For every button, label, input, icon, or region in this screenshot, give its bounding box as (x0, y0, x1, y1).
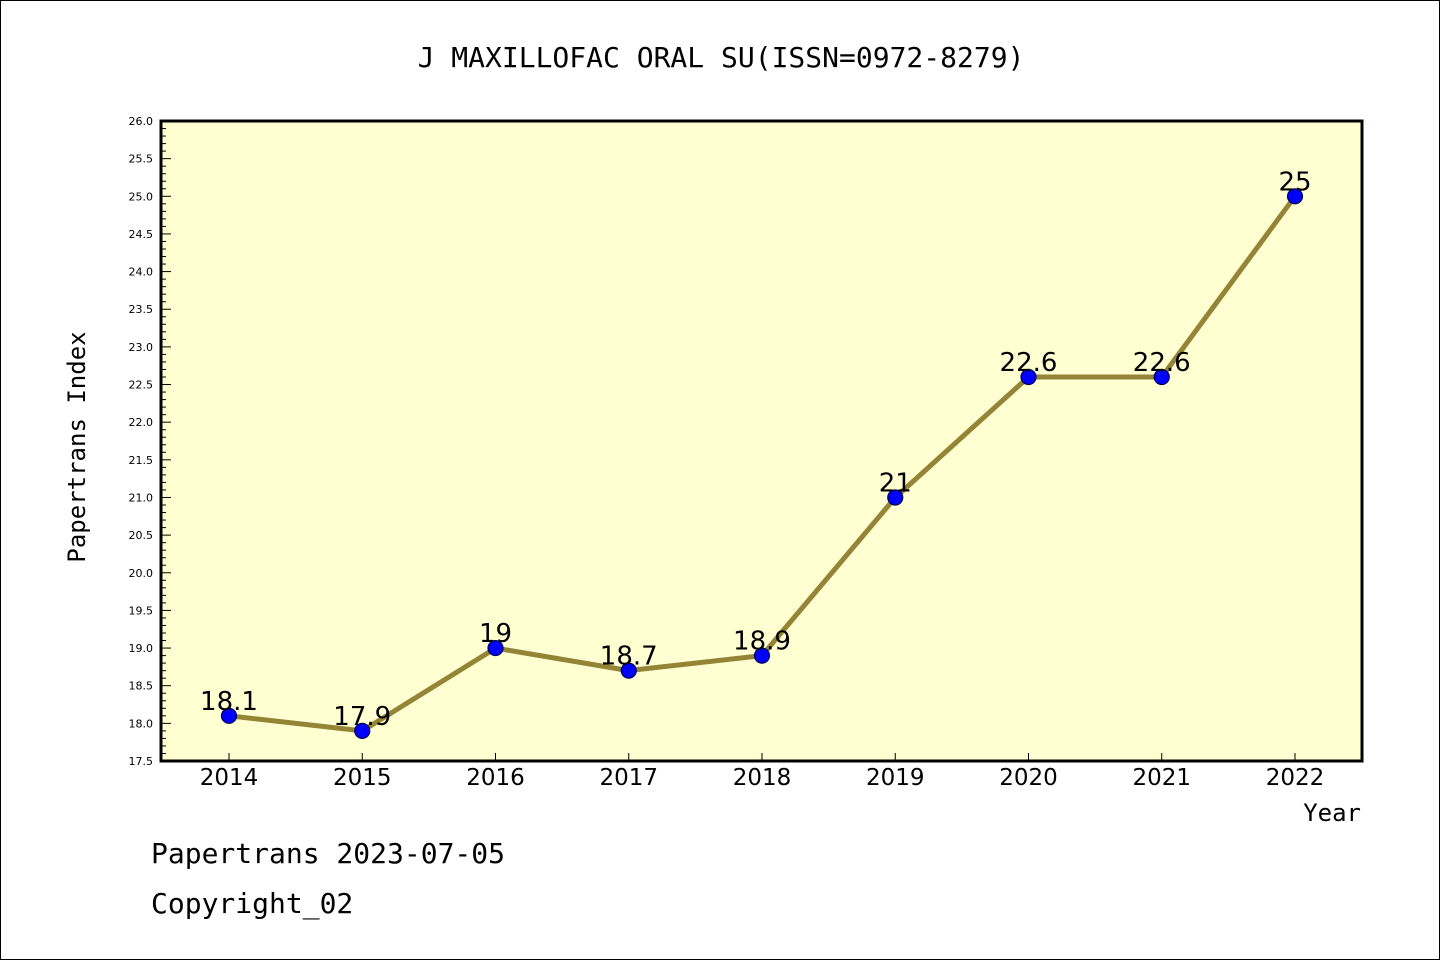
data-point (220, 707, 238, 724)
data-label: 22.6 (1133, 348, 1191, 378)
plot-border (159, 119, 1364, 763)
data-point (620, 662, 637, 679)
y-tick-label: 21.5 (129, 454, 154, 467)
y-tick-label: 24.5 (129, 228, 154, 241)
data-point (354, 722, 371, 739)
y-tick-label: 17.5 (129, 755, 154, 768)
data-label: 18.7 (600, 642, 658, 672)
x-tick-label: 2022 (1266, 765, 1325, 791)
data-labels: 18.1 17.9 19 18.7 18.9 21 22.6 22.6 25 (200, 167, 1311, 732)
data-label: 25 (1278, 167, 1311, 197)
data-label: 18.9 (733, 627, 791, 657)
x-tick-label: 2017 (599, 765, 658, 791)
plot-area (161, 121, 1362, 761)
x-tick-label: 2016 (466, 765, 525, 791)
y-tick-label: 21.0 (129, 491, 154, 504)
x-axis-title: Year (1303, 799, 1361, 827)
x-tick-label: 2020 (999, 765, 1058, 791)
data-point (487, 639, 504, 657)
data-label: 22.6 (1000, 348, 1058, 378)
data-markers (220, 188, 1304, 739)
y-tick-label: 22.5 (129, 379, 154, 392)
y-tick-label: 22.0 (129, 416, 154, 429)
y-tick-label: 26.0 (129, 115, 154, 128)
y-tick-label: 18.5 (129, 680, 154, 693)
data-label: 19 (479, 619, 512, 649)
x-axis-ticks: 2014 2015 2016 2017 2018 2019 2020 2021 2022 (200, 753, 1325, 791)
data-point (1020, 368, 1037, 386)
data-point (753, 647, 771, 664)
x-tick-label: 2019 (866, 765, 925, 791)
y-tick-label: 24.0 (129, 266, 154, 279)
x-tick-label: 2015 (333, 765, 392, 791)
x-tick-label: 2018 (733, 765, 792, 791)
y-tick-label: 23.0 (129, 341, 154, 354)
y-axis-title: Papertrans Index (63, 331, 91, 562)
x-tick-label: 2014 (200, 765, 259, 791)
data-label: 17.9 (333, 702, 391, 732)
y-tick-label: 19.5 (129, 604, 154, 617)
y-tick-label: 18.0 (129, 717, 154, 730)
y-tick-label: 25.0 (129, 190, 154, 203)
y-tick-label: 19.0 (129, 642, 154, 655)
y-tick-label: 23.5 (129, 303, 154, 316)
y-tick-label: 25.5 (129, 153, 154, 166)
x-tick-label: 2021 (1132, 765, 1191, 791)
footer-date: Papertrans 2023-07-05 (151, 837, 506, 870)
y-tick-label: 20.0 (129, 567, 154, 580)
footer-copyright: Copyright_02 (151, 887, 354, 920)
chart-title: J MAXILLOFAC ORAL SU(ISSN=0972-8279) (418, 41, 1025, 74)
y-axis-ticks: 17.5 18.0 18.5 19.0 19.5 20.0 20.5 21.0 21.5 22.0… (129, 115, 171, 768)
data-point (1286, 188, 1304, 205)
data-label: 21 (879, 468, 912, 498)
data-point (887, 489, 904, 506)
data-label: 18.1 (200, 687, 258, 717)
data-point (1153, 368, 1170, 386)
y-tick-label: 20.5 (129, 529, 154, 542)
